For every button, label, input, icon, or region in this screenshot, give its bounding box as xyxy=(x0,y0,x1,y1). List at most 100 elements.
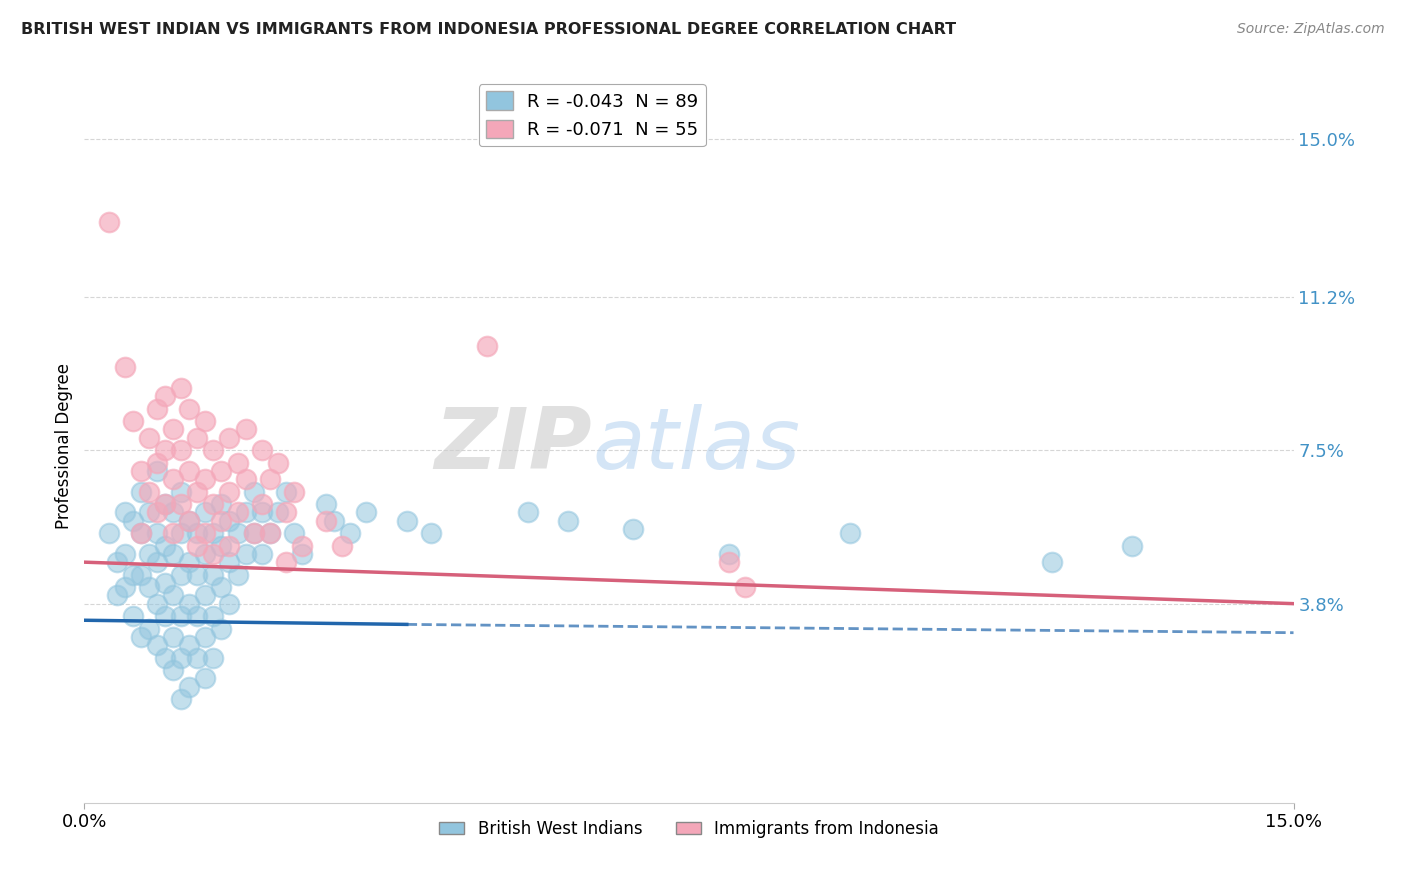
Point xyxy=(209,580,232,594)
Point xyxy=(477,339,499,353)
Point xyxy=(242,526,264,541)
Point xyxy=(718,555,741,569)
Point xyxy=(718,547,741,561)
Point xyxy=(194,505,217,519)
Point xyxy=(356,505,378,519)
Point xyxy=(194,588,217,602)
Point xyxy=(194,671,217,685)
Point xyxy=(267,456,290,470)
Point xyxy=(202,650,225,665)
Point xyxy=(516,505,538,519)
Point xyxy=(242,484,264,499)
Point xyxy=(121,414,143,428)
Text: Source: ZipAtlas.com: Source: ZipAtlas.com xyxy=(1237,22,1385,37)
Point xyxy=(162,472,184,486)
Point xyxy=(153,539,176,553)
Point xyxy=(179,638,201,652)
Point xyxy=(218,555,240,569)
Point xyxy=(138,622,160,636)
Point xyxy=(138,505,160,519)
Point xyxy=(146,597,169,611)
Point xyxy=(202,443,225,458)
Point xyxy=(121,514,143,528)
Point xyxy=(226,456,249,470)
Point xyxy=(209,539,232,553)
Point xyxy=(194,414,217,428)
Point xyxy=(1040,555,1063,569)
Point xyxy=(129,526,152,541)
Text: ZIP: ZIP xyxy=(434,404,592,488)
Point xyxy=(129,484,152,499)
Point xyxy=(186,567,208,582)
Point xyxy=(153,497,176,511)
Y-axis label: Professional Degree: Professional Degree xyxy=(55,363,73,529)
Point xyxy=(179,555,201,569)
Point xyxy=(146,401,169,416)
Legend: British West Indians, Immigrants from Indonesia: British West Indians, Immigrants from In… xyxy=(433,814,945,845)
Point xyxy=(121,567,143,582)
Point xyxy=(194,547,217,561)
Point xyxy=(146,555,169,569)
Point xyxy=(330,539,353,553)
Point xyxy=(209,497,232,511)
Point xyxy=(621,522,644,536)
Point xyxy=(138,431,160,445)
Point xyxy=(250,547,273,561)
Point xyxy=(114,360,136,375)
Point xyxy=(202,497,225,511)
Point xyxy=(267,505,290,519)
Point xyxy=(734,580,756,594)
Point xyxy=(170,443,193,458)
Point xyxy=(235,505,257,519)
Point xyxy=(194,630,217,644)
Point xyxy=(209,622,232,636)
Point xyxy=(186,484,208,499)
Point xyxy=(202,609,225,624)
Point xyxy=(420,526,443,541)
Point xyxy=(153,443,176,458)
Point xyxy=(274,484,297,499)
Point xyxy=(186,539,208,553)
Point xyxy=(179,514,201,528)
Point xyxy=(259,526,281,541)
Point xyxy=(146,505,169,519)
Point xyxy=(170,609,193,624)
Point xyxy=(218,484,240,499)
Point xyxy=(202,547,225,561)
Point xyxy=(121,609,143,624)
Point xyxy=(162,588,184,602)
Point xyxy=(170,650,193,665)
Point xyxy=(179,597,201,611)
Point xyxy=(170,567,193,582)
Point xyxy=(218,539,240,553)
Point xyxy=(339,526,361,541)
Point xyxy=(186,609,208,624)
Point xyxy=(218,431,240,445)
Point xyxy=(179,401,201,416)
Point xyxy=(170,692,193,706)
Point xyxy=(226,526,249,541)
Point xyxy=(153,575,176,590)
Point xyxy=(194,526,217,541)
Point xyxy=(218,514,240,528)
Point xyxy=(162,547,184,561)
Point xyxy=(153,389,176,403)
Point xyxy=(395,514,418,528)
Point xyxy=(1121,539,1143,553)
Point xyxy=(291,539,314,553)
Point xyxy=(162,526,184,541)
Point xyxy=(283,484,305,499)
Text: atlas: atlas xyxy=(592,404,800,488)
Point xyxy=(170,381,193,395)
Point xyxy=(146,526,169,541)
Point xyxy=(129,567,152,582)
Point xyxy=(153,609,176,624)
Point xyxy=(162,630,184,644)
Point xyxy=(129,526,152,541)
Point xyxy=(209,514,232,528)
Point xyxy=(170,497,193,511)
Point xyxy=(153,650,176,665)
Point xyxy=(202,567,225,582)
Point xyxy=(226,505,249,519)
Point xyxy=(283,526,305,541)
